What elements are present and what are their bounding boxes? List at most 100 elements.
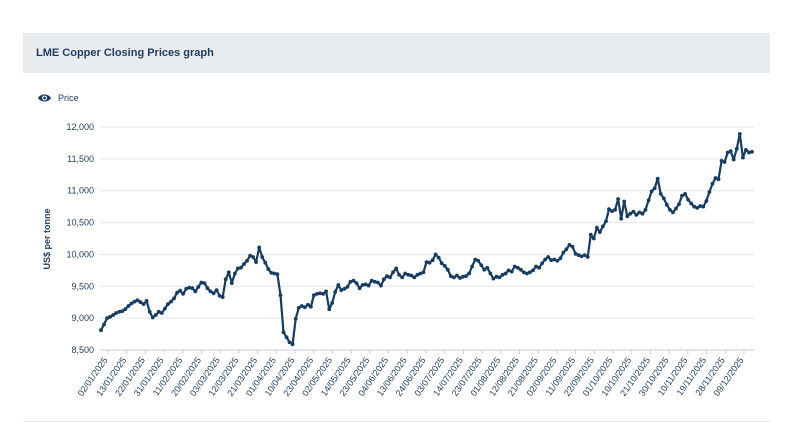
data-point[interactable] [248,253,253,258]
data-point[interactable] [689,201,694,206]
data-point[interactable] [695,206,700,210]
data-point[interactable] [336,283,341,287]
data-point[interactable] [601,224,605,229]
data-point[interactable] [677,202,681,207]
data-point[interactable] [737,132,742,136]
data-point[interactable] [750,149,754,154]
data-point[interactable] [707,190,712,194]
data-point[interactable] [485,265,490,270]
data-point[interactable] [363,282,368,287]
data-point[interactable] [269,271,274,275]
data-point[interactable] [576,253,581,257]
data-point[interactable] [99,328,103,333]
data-point[interactable] [245,258,249,263]
data-point[interactable] [129,301,134,306]
data-point[interactable] [525,271,529,276]
data-point[interactable] [217,293,222,298]
data-point[interactable] [415,272,420,277]
data-point[interactable] [105,316,109,320]
data-point[interactable] [534,264,538,269]
data-point[interactable] [342,286,347,291]
data-point[interactable] [239,265,243,270]
data-point[interactable] [312,293,316,298]
data-point[interactable] [561,250,566,255]
data-point[interactable] [643,207,648,212]
data-point[interactable] [226,270,231,275]
data-point[interactable] [229,281,234,285]
data-point[interactable] [622,199,627,204]
data-point[interactable] [710,181,715,186]
data-point[interactable] [375,280,380,285]
data-point[interactable] [397,272,401,277]
data-point[interactable] [181,292,186,296]
data-point[interactable] [163,306,167,311]
data-point[interactable] [296,306,301,310]
data-point[interactable] [503,271,508,276]
data-point[interactable] [686,197,690,202]
data-point[interactable] [223,277,228,282]
data-point[interactable] [275,272,280,277]
data-point[interactable] [552,257,557,262]
data-point[interactable] [591,236,596,241]
data-point[interactable] [351,278,356,283]
data-point[interactable] [348,279,353,284]
data-point[interactable] [564,247,569,252]
data-point[interactable] [108,315,112,319]
data-point[interactable] [120,309,125,313]
data-point[interactable] [549,258,554,263]
data-point[interactable] [147,309,152,314]
data-point[interactable] [528,270,532,275]
data-point[interactable] [159,311,164,315]
data-point[interactable] [436,255,441,260]
data-point[interactable] [445,267,450,272]
data-point[interactable] [625,214,630,219]
data-point[interactable] [260,255,265,259]
data-point[interactable] [214,288,219,292]
data-point[interactable] [202,281,207,285]
data-point[interactable] [512,264,517,269]
data-point[interactable] [324,289,328,294]
data-point[interactable] [448,274,453,278]
data-point[interactable] [169,299,173,304]
data-point[interactable] [458,276,462,280]
data-point[interactable] [135,298,140,303]
data-point[interactable] [190,286,195,291]
data-point[interactable] [661,196,666,201]
data-point[interactable] [497,275,502,280]
data-point[interactable] [293,316,298,321]
data-point[interactable] [205,286,210,291]
data-point[interactable] [555,258,560,263]
data-point[interactable] [366,283,371,288]
data-point[interactable] [196,285,201,289]
data-point[interactable] [741,155,745,160]
data-point[interactable] [430,258,435,263]
data-point[interactable] [652,186,657,191]
data-point[interactable] [744,148,748,152]
data-point[interactable] [111,313,116,317]
data-point[interactable] [570,244,575,249]
data-point[interactable] [506,268,511,273]
data-point[interactable] [692,204,697,209]
data-point[interactable] [479,263,484,268]
data-point[interactable] [734,146,739,151]
data-point[interactable] [412,275,417,280]
data-point[interactable] [515,265,520,270]
data-point[interactable] [394,266,398,271]
data-point[interactable] [150,315,155,320]
data-point[interactable] [220,295,225,299]
data-point[interactable] [184,286,189,291]
data-point[interactable] [357,286,362,291]
data-point[interactable] [126,304,131,308]
data-point[interactable] [242,262,246,266]
data-point[interactable] [403,271,408,276]
data-point[interactable] [318,291,322,296]
data-point[interactable] [607,207,611,212]
data-point[interactable] [385,274,389,278]
data-point[interactable] [540,261,544,266]
data-point[interactable] [668,207,672,212]
data-point[interactable] [433,252,438,257]
data-point[interactable] [747,150,751,155]
data-point[interactable] [379,283,383,288]
data-point[interactable] [369,278,374,283]
data-point[interactable] [567,243,572,247]
